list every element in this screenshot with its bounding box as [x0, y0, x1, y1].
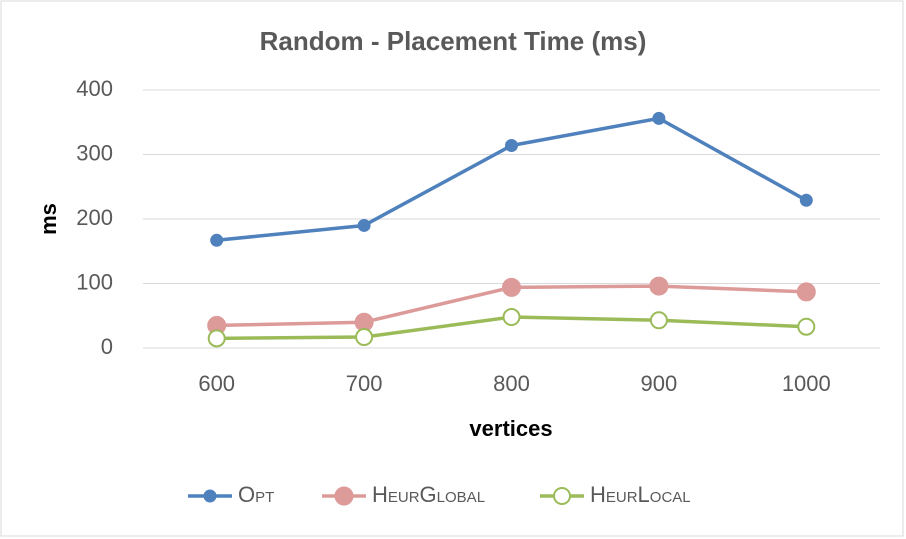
x-tick-label: 600: [198, 371, 235, 396]
legend-marker: [553, 487, 571, 505]
point: [649, 311, 668, 330]
legend-marker: [203, 489, 217, 503]
legend-label: Opt: [238, 482, 274, 507]
x-tick-label: 800: [493, 371, 530, 396]
point: [357, 218, 371, 232]
point: [502, 277, 521, 297]
point: [207, 329, 226, 348]
y-axis-title: ms: [36, 203, 61, 235]
point: [505, 138, 518, 152]
legend-label: HeurLocal: [590, 482, 691, 507]
y-tick-label: 300: [76, 140, 113, 165]
point: [649, 276, 669, 296]
point: [796, 282, 816, 302]
point: [210, 233, 224, 247]
point: [797, 317, 816, 336]
chart-title: Random - Placement Time (ms): [260, 26, 647, 56]
point: [355, 328, 374, 347]
x-tick-label: 900: [641, 371, 678, 396]
point: [799, 193, 813, 207]
y-tick-label: 400: [76, 76, 113, 101]
y-tick-label: 0: [101, 334, 113, 359]
x-tick-label: 700: [346, 371, 383, 396]
point: [652, 111, 666, 125]
x-axis-title: vertices: [469, 416, 552, 441]
y-tick-label: 200: [76, 205, 113, 230]
y-tick-label: 100: [76, 269, 113, 294]
legend-label: HeurGlobal: [372, 482, 485, 507]
x-tick-label: 1000: [782, 371, 831, 396]
point: [502, 308, 521, 327]
legend-marker: [334, 486, 354, 506]
